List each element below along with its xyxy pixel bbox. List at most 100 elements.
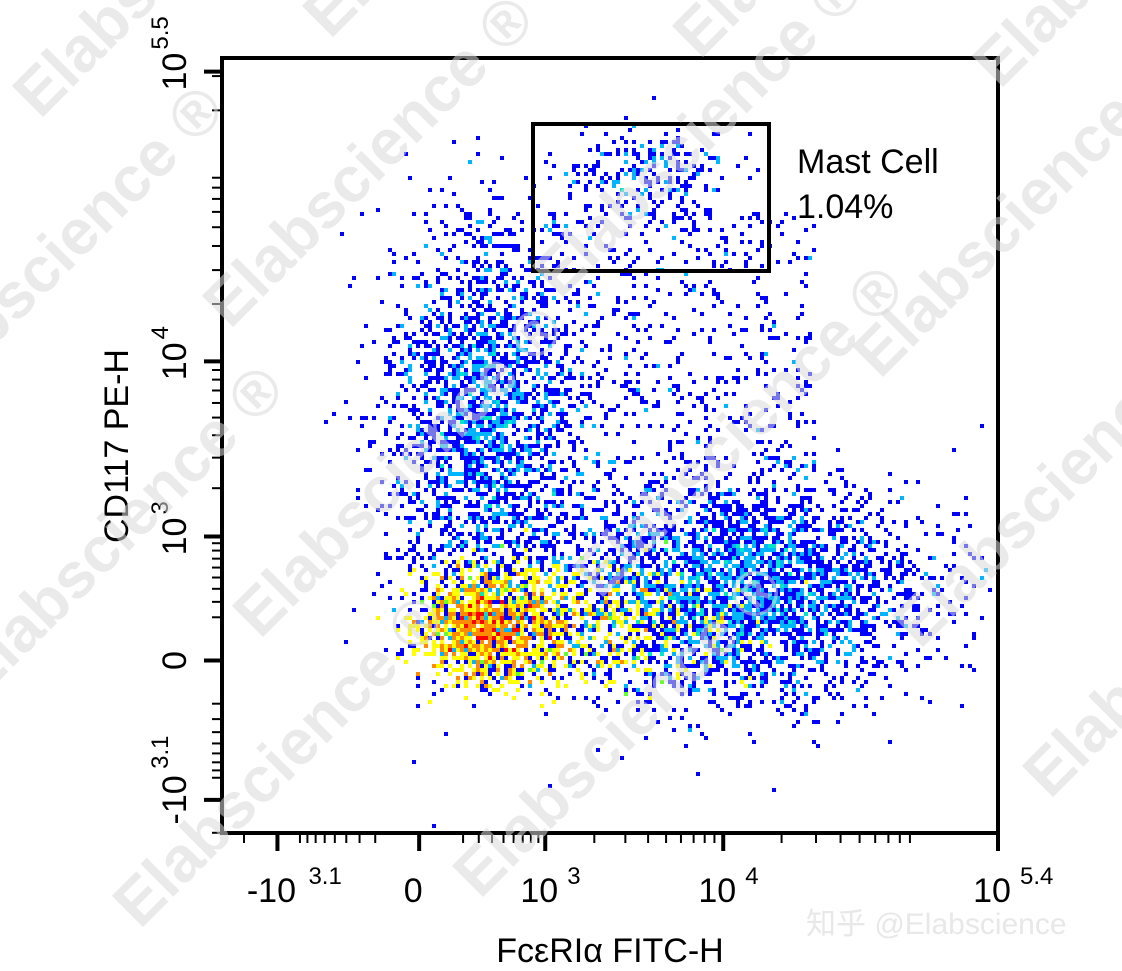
event-cell [512, 540, 516, 544]
event-cell [812, 648, 816, 652]
event-cell [384, 648, 388, 652]
event-cell [432, 432, 436, 436]
event-cell [752, 516, 756, 520]
event-cell [452, 384, 456, 388]
event-cell [464, 624, 468, 628]
event-cell [664, 604, 668, 608]
event-cell [876, 644, 880, 648]
event-cell [732, 656, 736, 660]
event-cell [660, 156, 664, 160]
event-cell [928, 700, 932, 704]
event-cell [548, 648, 552, 652]
event-cell [516, 632, 520, 636]
event-cell [628, 224, 632, 228]
event-cell [624, 592, 628, 596]
event-cell [508, 576, 512, 580]
event-cell [436, 424, 440, 428]
event-cell [840, 540, 844, 544]
event-cell [636, 152, 640, 156]
event-cell [480, 640, 484, 644]
event-cell [476, 628, 480, 632]
event-cell [488, 240, 492, 244]
event-cell [900, 660, 904, 664]
event-cell [896, 660, 900, 664]
event-cell [424, 356, 428, 360]
event-cell [512, 388, 516, 392]
event-cell [600, 556, 604, 560]
event-cell [692, 576, 696, 580]
event-cell [720, 176, 724, 180]
event-cell [616, 540, 620, 544]
event-cell [860, 576, 864, 580]
event-cell [644, 616, 648, 620]
event-cell [724, 560, 728, 564]
event-cell [480, 632, 484, 636]
event-cell [380, 584, 384, 588]
event-cell [556, 224, 560, 228]
event-cell [560, 640, 564, 644]
event-cell [516, 504, 520, 508]
event-cell [680, 452, 684, 456]
event-cell [444, 324, 448, 328]
event-cell [488, 340, 492, 344]
event-cell [592, 672, 596, 676]
event-cell [556, 360, 560, 364]
event-cell [804, 512, 808, 516]
event-cell [568, 624, 572, 628]
event-cell [560, 392, 564, 396]
event-cell [460, 632, 464, 636]
event-cell [640, 648, 644, 652]
event-cell [840, 628, 844, 632]
event-cell [552, 424, 556, 428]
event-cell [512, 412, 516, 416]
event-cell [864, 632, 868, 636]
event-cell [392, 608, 396, 612]
event-cell [808, 632, 812, 636]
event-cell [548, 628, 552, 632]
event-cell [716, 584, 720, 588]
event-cell [516, 244, 520, 248]
event-cell [492, 512, 496, 516]
event-cell [772, 584, 776, 588]
event-cell [700, 472, 704, 476]
event-cell [404, 368, 408, 372]
event-cell [456, 432, 460, 436]
event-cell [456, 300, 460, 304]
event-cell [920, 592, 924, 596]
event-cell [756, 496, 760, 500]
event-cell [644, 736, 648, 740]
event-cell [496, 380, 500, 384]
event-cell [784, 544, 788, 548]
event-cell [748, 632, 752, 636]
event-cell [664, 132, 668, 136]
event-cell [500, 272, 504, 276]
event-cell [500, 636, 504, 640]
event-cell [520, 620, 524, 624]
event-cell [452, 364, 456, 368]
event-cell [680, 628, 684, 632]
event-cell [528, 680, 532, 684]
event-cell [620, 572, 624, 576]
event-cell [592, 424, 596, 428]
event-cell [776, 660, 780, 664]
event-cell [544, 396, 548, 400]
event-cell [576, 576, 580, 580]
event-cell [816, 564, 820, 568]
event-cell [484, 436, 488, 440]
event-cell [800, 600, 804, 604]
event-cell [628, 624, 632, 628]
event-cell [504, 488, 508, 492]
event-cell [636, 656, 640, 660]
event-cell [672, 684, 676, 688]
event-cell [504, 656, 508, 660]
event-cell [668, 636, 672, 640]
event-cell [396, 324, 400, 328]
event-cell [712, 580, 716, 584]
event-cell [436, 480, 440, 484]
event-cell [720, 632, 724, 636]
event-cell [412, 352, 416, 356]
event-cell [488, 580, 492, 584]
event-cell [500, 484, 504, 488]
event-cell [412, 544, 416, 548]
event-cell [512, 432, 516, 436]
